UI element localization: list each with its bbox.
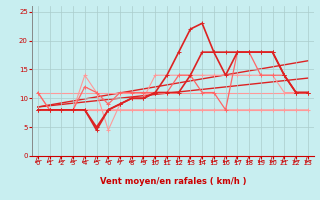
X-axis label: Vent moyen/en rafales ( km/h ): Vent moyen/en rafales ( km/h ) [100, 177, 246, 186]
